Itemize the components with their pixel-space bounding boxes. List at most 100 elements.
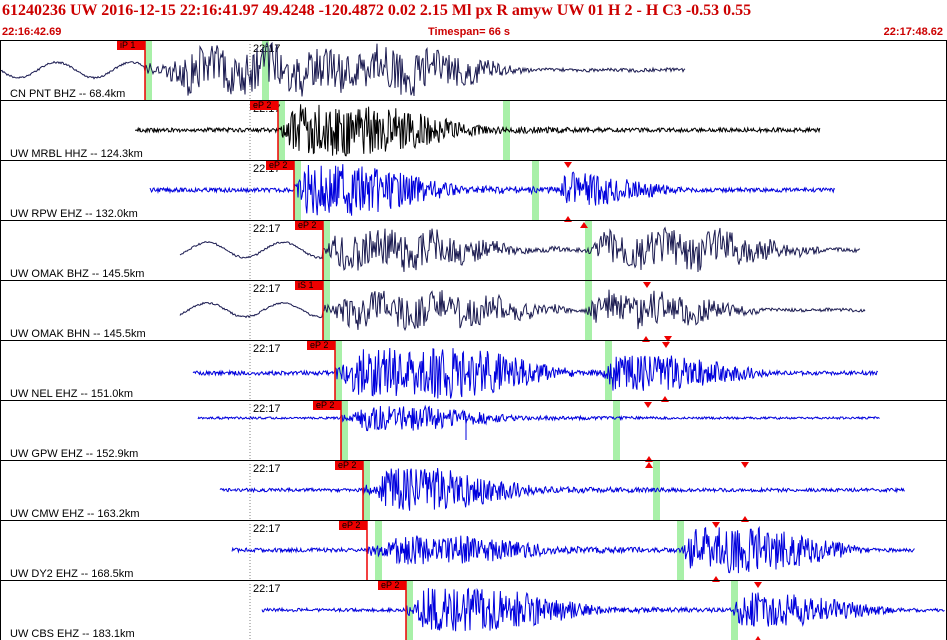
trace-panel: 22:17 eP 2 UW CBS EHZ -- 183.1km <box>0 580 947 640</box>
minute-tick-label: 22:17 <box>253 403 281 415</box>
amplitude-marker <box>662 342 670 348</box>
waveform <box>0 41 686 97</box>
station-label: CN PNT BHZ -- 68.4km <box>10 88 125 100</box>
amplitude-marker <box>712 522 720 528</box>
amplitude-marker <box>661 396 669 402</box>
station-label: UW OMAK BHZ -- 145.5km <box>10 268 144 280</box>
amplitude-marker <box>754 582 762 588</box>
trace-panel: 22:17 eP 2 UW OMAK BHZ -- 145.5km <box>0 220 947 281</box>
pick-label: eP 2 <box>298 220 316 230</box>
minute-tick-label: 22:17 <box>253 523 281 535</box>
panel-border <box>0 400 947 461</box>
pick-flag <box>339 520 367 530</box>
pick-flag <box>378 580 406 590</box>
pick-flag <box>117 40 145 50</box>
phase-pick: eP 2 <box>266 160 295 220</box>
waveform <box>179 226 861 273</box>
amplitude-marker <box>564 216 572 222</box>
amplitude-marker <box>645 462 653 468</box>
station-label: UW CMW EHZ -- 163.2km <box>10 508 140 520</box>
phase-window <box>375 520 382 580</box>
trace-panel: 22:17 iP 1 CN PNT BHZ -- 68.4km <box>0 40 947 101</box>
pick-label: iP 1 <box>120 40 135 50</box>
phase-window <box>613 400 620 460</box>
pick-flag <box>295 280 323 290</box>
pick-label: eP 2 <box>338 460 356 470</box>
minute-tick-label: 22:17 <box>253 223 281 235</box>
station-label: UW CBS EHZ -- 183.1km <box>10 628 135 640</box>
minute-tick-label: 22:17 <box>253 343 281 355</box>
amplitude-marker <box>564 162 572 168</box>
trace-panel: 22:17 eP 2 UW NEL EHZ -- 151.0km <box>0 340 947 402</box>
seismogram-panels: 22:17 iP 1 CN PNT BHZ -- 68.4km 22:17 eP 2 UW… <box>0 40 947 640</box>
amplitude-marker <box>642 336 650 342</box>
trace-panel: 22:17 eP 2 UW GPW EHZ -- 152.9km <box>0 400 947 462</box>
start-time: 22:16:42.69 <box>2 26 62 38</box>
phase-window <box>335 340 342 400</box>
pick-label: eP 2 <box>253 100 271 110</box>
minute-tick-label: 22:17 <box>253 43 281 55</box>
waveform <box>192 347 879 399</box>
minute-tick-label: 22:17 <box>253 283 281 295</box>
amplitude-marker <box>645 456 653 462</box>
waveform <box>135 104 821 157</box>
minute-tick-label: 22:17 <box>253 463 281 475</box>
minute-tick-label: 22:17 <box>253 583 281 595</box>
pick-label: eP 2 <box>342 520 360 530</box>
station-label: UW MRBL HHZ -- 124.3km <box>10 148 143 160</box>
pick-flag <box>335 460 363 470</box>
trace-panel: 22:17 iS 1 UW OMAK BHN -- 145.5km <box>0 280 947 342</box>
pick-flag <box>295 220 323 230</box>
header-bar: 61240236 UW 2016-12-15 22:16:41.97 49.42… <box>0 0 947 40</box>
trace-panel: 22:17 eP 2 UW DY2 EHZ -- 168.5km <box>0 520 947 582</box>
waveform <box>197 404 880 440</box>
phase-pick: iS 1 <box>295 280 324 340</box>
trace-panel: 22:17 eP 2 UW CMW EHZ -- 163.2km <box>0 460 947 522</box>
amplitude-marker <box>644 402 652 408</box>
waveform <box>231 525 915 574</box>
station-label: UW OMAK BHN -- 145.5km <box>10 328 146 340</box>
pick-label: eP 2 <box>269 160 287 170</box>
station-label: UW GPW EHZ -- 152.9km <box>10 448 138 460</box>
phase-pick: eP 2 <box>313 400 342 460</box>
amplitude-marker <box>741 462 749 468</box>
seismogram-canvas[interactable]: 22:17 iP 1 CN PNT BHZ -- 68.4km 22:17 eP 2 UW… <box>0 40 947 640</box>
phase-pick: eP 2 <box>307 340 336 400</box>
amplitude-marker <box>643 282 651 288</box>
pick-flag <box>313 400 341 410</box>
phase-pick: eP 2 <box>378 580 407 640</box>
pick-label: eP 2 <box>316 400 334 410</box>
waveform <box>149 164 836 216</box>
phase-window <box>262 40 269 100</box>
station-label: UW RPW EHZ -- 132.0km <box>10 208 138 220</box>
waveform <box>179 289 866 332</box>
phase-pick: iP 1 <box>117 40 146 100</box>
pick-flag <box>266 160 294 170</box>
event-summary: 61240236 UW 2016-12-15 22:16:41.97 49.42… <box>2 2 752 19</box>
pick-label: iS 1 <box>298 280 314 290</box>
phase-window <box>532 160 539 220</box>
waveform <box>261 587 945 632</box>
phase-window <box>341 400 348 460</box>
waveform <box>219 467 905 511</box>
amplitude-marker <box>741 516 749 522</box>
amplitude-marker <box>664 336 672 342</box>
timespan-label: Timespan= 66 s <box>428 26 511 38</box>
phase-window <box>731 580 738 640</box>
end-time: 22:17:48.62 <box>883 26 943 38</box>
pick-label: eP 2 <box>310 340 328 350</box>
phase-pick: eP 2 <box>339 520 368 580</box>
amplitude-marker <box>712 576 720 582</box>
station-label: UW DY2 EHZ -- 168.5km <box>10 568 133 580</box>
phase-pick: eP 2 <box>335 460 364 520</box>
phase-pick: eP 2 <box>250 100 279 160</box>
phase-window <box>677 520 684 580</box>
pick-label: eP 2 <box>381 580 399 590</box>
amplitude-marker <box>580 222 588 228</box>
pick-flag <box>250 100 278 110</box>
station-label: UW NEL EHZ -- 151.0km <box>10 388 133 400</box>
pick-flag <box>307 340 335 350</box>
phase-pick: eP 2 <box>295 220 324 280</box>
